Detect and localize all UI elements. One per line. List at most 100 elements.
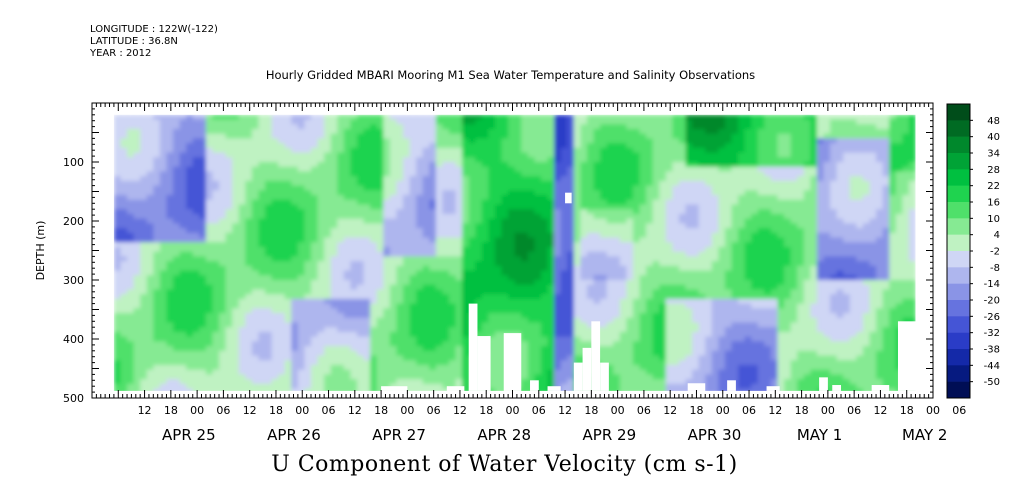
latitude-text: LATITUDE : 36.8N xyxy=(90,36,178,47)
missing-data-gap xyxy=(819,377,828,391)
x-hour-tick-label: 18 xyxy=(164,404,178,417)
colorbar-label: -44 xyxy=(984,361,1000,372)
x-hour-tick-label: 18 xyxy=(374,404,388,417)
x-hour-tick-label: 00 xyxy=(926,404,940,417)
x-hour-tick-label: 18 xyxy=(795,404,809,417)
colorbar-label: 4 xyxy=(994,230,1000,241)
colorbar-label: 22 xyxy=(987,181,1000,192)
contour-field xyxy=(92,103,933,398)
x-hour-tick-label: 00 xyxy=(400,404,414,417)
colorbar-swatch xyxy=(947,332,970,350)
missing-data-gap xyxy=(582,347,592,391)
colorbar-swatch xyxy=(947,365,970,382)
colorbar-swatch xyxy=(947,349,970,366)
colorbar-label: -8 xyxy=(990,263,1000,274)
year-text: YEAR : 2012 xyxy=(90,48,152,59)
missing-data-gap xyxy=(565,192,572,204)
x-hour-tick-label: 06 xyxy=(322,404,336,417)
colorbar-label: 16 xyxy=(987,198,1000,209)
missing-data-gap xyxy=(766,386,780,391)
missing-data-gap xyxy=(573,362,583,391)
colorbar-swatch xyxy=(947,120,970,137)
y-tick-label: 400 xyxy=(63,333,84,346)
y-axis-title: DEPTH (m) xyxy=(34,221,47,281)
x-hour-tick-label: 06 xyxy=(742,404,756,417)
x-hour-tick-label: 06 xyxy=(847,404,861,417)
colorbar-swatch xyxy=(947,300,970,317)
x-date-label: APR 26 xyxy=(267,426,321,444)
colorbar-label: -50 xyxy=(984,377,1000,388)
x-hour-tick-label: 12 xyxy=(243,404,257,417)
colorbar-swatch xyxy=(947,316,970,333)
colorbar-swatch xyxy=(947,267,970,284)
y-tick-label: 300 xyxy=(63,274,84,287)
x-hour-tick-label: 12 xyxy=(873,404,887,417)
x-hour-tick-label: 12 xyxy=(558,404,572,417)
chart-title: Hourly Gridded MBARI Mooring M1 Sea Wate… xyxy=(265,68,756,82)
colorbar-label: 40 xyxy=(987,132,1000,143)
missing-data-gap xyxy=(727,380,736,391)
colorbar-swatch xyxy=(947,234,970,252)
colorbar-label: 10 xyxy=(987,214,1000,225)
x-hour-tick-label: 12 xyxy=(663,404,677,417)
missing-data-gap xyxy=(468,303,478,391)
colorbar-label: 28 xyxy=(987,165,1000,176)
x-hour-tick-label: 00 xyxy=(611,404,625,417)
x-hour-tick-label: 12 xyxy=(768,404,782,417)
x-hour-tick-label: 18 xyxy=(479,404,493,417)
missing-data-gap xyxy=(600,362,609,391)
missing-data-gap xyxy=(503,333,522,391)
colorbar-swatch xyxy=(947,104,970,121)
y-tick-label: 200 xyxy=(63,215,84,228)
x-hour-tick-label: 18 xyxy=(900,404,914,417)
missing-data-gap xyxy=(446,386,465,391)
x-date-label: MAY 2 xyxy=(902,426,948,444)
colorbar-label: 48 xyxy=(987,116,1000,127)
colorbar-swatch xyxy=(947,283,970,301)
x-hour-tick-label: 12 xyxy=(138,404,152,417)
x-hour-tick-label: 00 xyxy=(506,404,520,417)
colorbar-label: 34 xyxy=(987,149,1000,160)
x-hour-tick-label: 18 xyxy=(269,404,283,417)
missing-data-gap xyxy=(477,336,491,391)
x-hour-tick-label: 06 xyxy=(952,404,966,417)
colorbar-swatch xyxy=(947,136,970,154)
missing-data-gap xyxy=(591,321,601,391)
x-hour-tick-label: 06 xyxy=(216,404,230,417)
x-hour-tick-label: 00 xyxy=(716,404,730,417)
colorbar-label: -38 xyxy=(984,345,1000,356)
plot-axes: 100 200 300 400 500 DEPTH (m) 12 18 00 06 12 18 00 06… xyxy=(34,102,966,444)
missing-data-gap xyxy=(547,386,561,391)
colorbar-swatch xyxy=(947,218,970,235)
missing-data-gap xyxy=(832,385,842,391)
missing-data-gap xyxy=(530,380,539,391)
colorbar-label: -32 xyxy=(984,328,1000,339)
x-date-label: APR 25 xyxy=(162,426,216,444)
colorbar-swatch xyxy=(947,185,970,203)
left-blank xyxy=(92,103,114,398)
x-hour-tick-label: 00 xyxy=(295,404,309,417)
x-hour-tick-label: 06 xyxy=(637,404,651,417)
x-hour-tick-label: 06 xyxy=(532,404,546,417)
colorbar: 48 40 34 28 22 16 10 4 -2 -8 -14 -20 -26 -32 -38 -44 -50 xyxy=(946,103,1000,399)
x-axis-title: U Component of Water Velocity (cm s-1) xyxy=(271,452,738,477)
x-date-label: MAY 1 xyxy=(797,426,843,444)
right-blank xyxy=(915,103,933,398)
missing-data-gap xyxy=(871,385,890,391)
y-tick-label: 500 xyxy=(63,392,84,405)
missing-data-gap xyxy=(381,386,408,391)
x-date-label: APR 29 xyxy=(583,426,637,444)
colorbar-label: -14 xyxy=(984,279,1000,290)
y-tick-label: 100 xyxy=(63,156,84,169)
colorbar-label: -26 xyxy=(984,312,1000,323)
x-hour-tick-label: 00 xyxy=(190,404,204,417)
x-hour-tick-label: 18 xyxy=(689,404,703,417)
x-hour-tick-label: 18 xyxy=(584,404,598,417)
colorbar-label: -2 xyxy=(990,247,1000,258)
x-hour-tick-label: 00 xyxy=(821,404,835,417)
colorbar-swatch xyxy=(947,202,970,219)
missing-data-gap xyxy=(687,383,706,391)
x-date-label: APR 30 xyxy=(688,426,742,444)
x-hour-tick-label: 12 xyxy=(348,404,362,417)
